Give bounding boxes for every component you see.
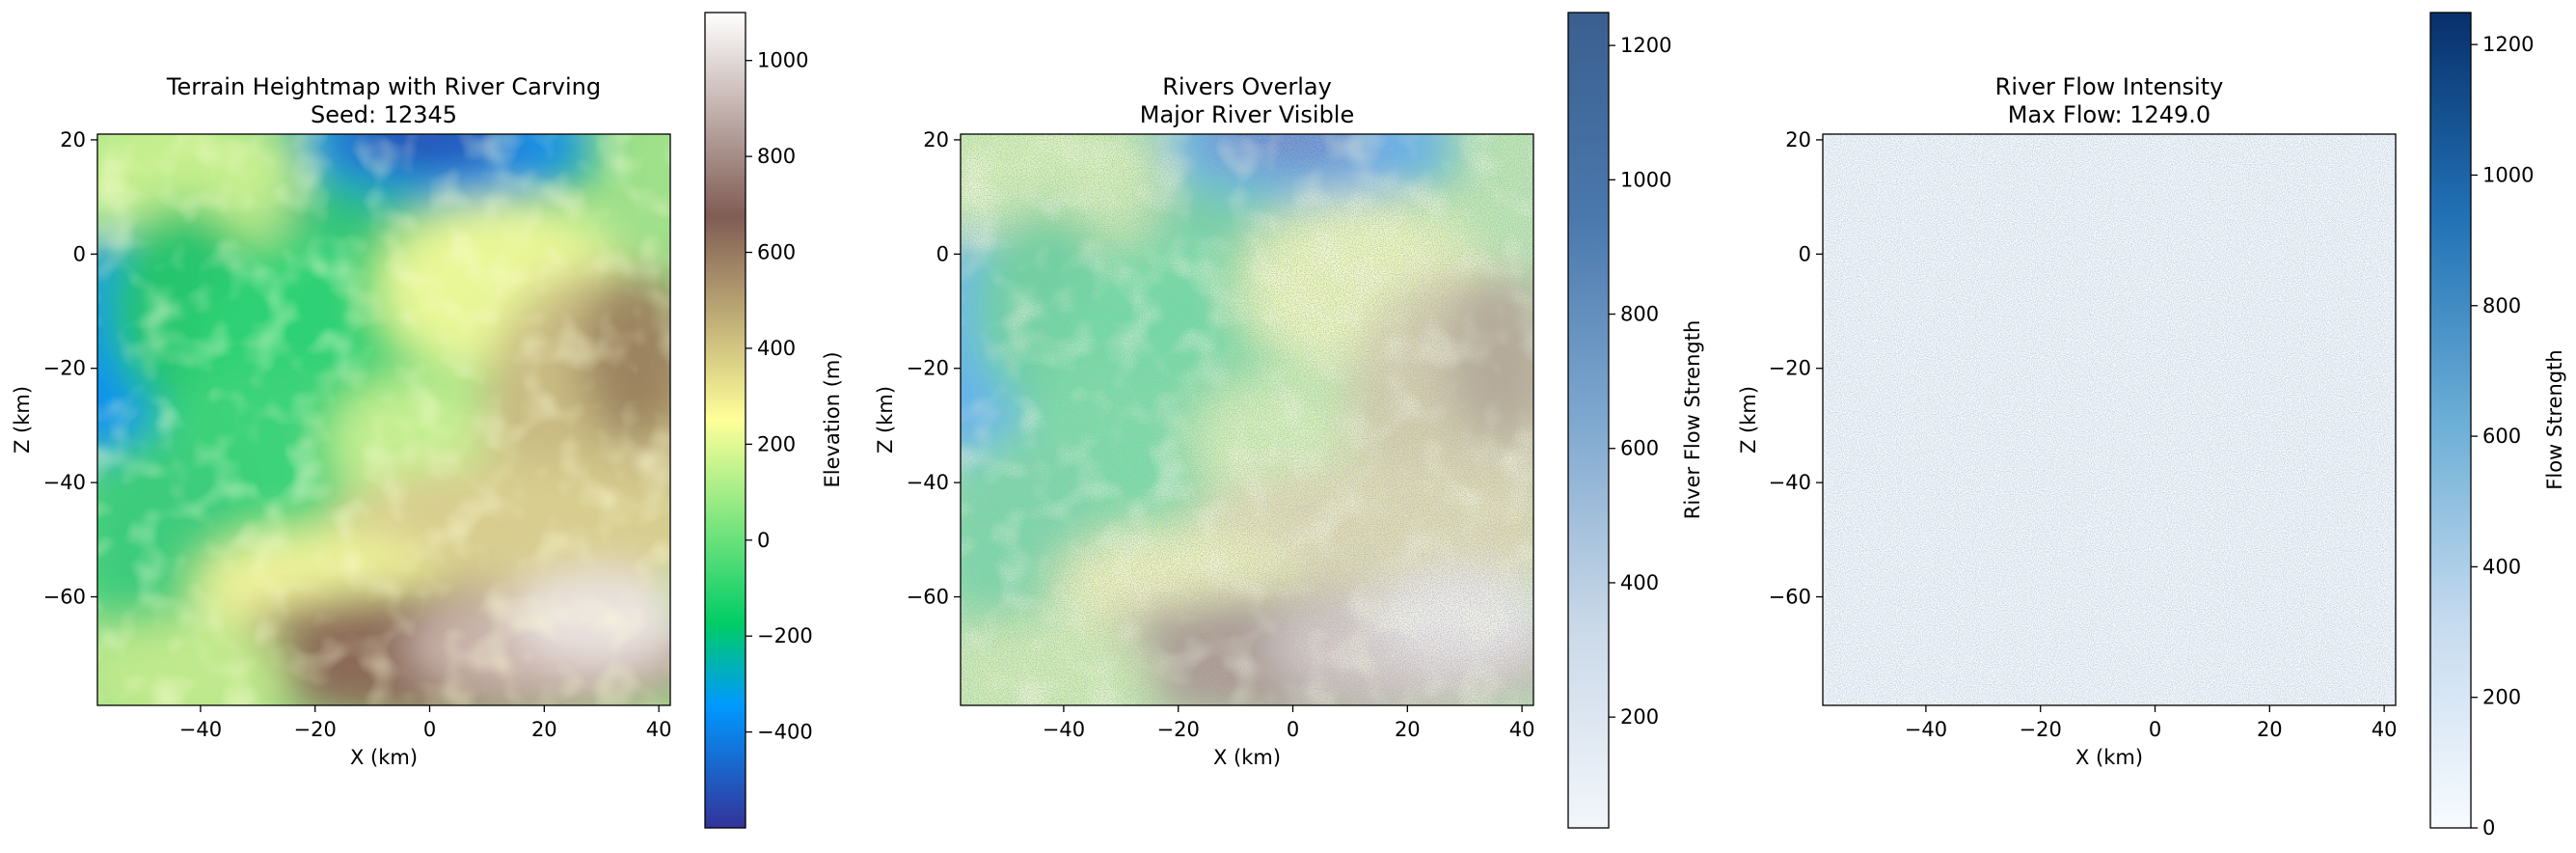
colorbar-tick-label: 1200 <box>2482 33 2534 56</box>
x-tick-label: −40 <box>1905 718 1947 741</box>
colorbar-tick-label: 0 <box>2482 816 2495 839</box>
heatmap-image <box>54 67 715 732</box>
y-axis: 20 0 −20 −40 −60 <box>1769 128 1823 609</box>
heatmap-image <box>961 134 1533 705</box>
x-tick-label: −40 <box>179 718 222 741</box>
colorbar-ticks: 1200 1000 800 600 400 200 <box>1609 34 1671 729</box>
colorbar-tick-label: 400 <box>1620 571 1659 594</box>
colorbar-frame <box>704 12 746 829</box>
x-tick-label: 40 <box>646 718 672 741</box>
chart-subtitle: Major River Visible <box>1140 101 1354 128</box>
colorbar-tick-label: 400 <box>2482 555 2521 578</box>
plot-frame <box>960 133 1534 706</box>
chart-subtitle: Seed: 12345 <box>311 101 457 128</box>
plot-frame <box>1822 133 2397 706</box>
y-tick-label: −40 <box>907 471 949 494</box>
chart-title: Terrain Heightmap with River Carving <box>166 73 601 100</box>
panel-river-flow-intensity: River Flow Intensity Max Flow: 1249.0 −4… <box>1737 12 2566 839</box>
colorbar-tick-label: 1200 <box>1620 34 1671 57</box>
x-axis-label: X (km) <box>1213 746 1281 769</box>
colorbar-label: Flow Strength <box>2543 349 2566 489</box>
colorbar-frame <box>2429 12 2472 829</box>
x-axis-label: X (km) <box>2075 746 2143 769</box>
y-axis: 20 0 −20 −40 −60 <box>43 128 97 609</box>
colorbar-ticks: 1000 800 600 400 200 0 −200 −400 <box>746 49 813 744</box>
y-tick-label: −40 <box>43 471 86 494</box>
chart-subtitle: Max Flow: 1249.0 <box>2008 101 2210 128</box>
y-tick-label: 20 <box>923 128 949 151</box>
x-tick-label: −20 <box>1157 718 1200 741</box>
x-tick-label: −20 <box>2020 718 2062 741</box>
colorbar-tick-label: −200 <box>757 624 813 647</box>
x-tick-label: 0 <box>2149 718 2161 741</box>
y-tick-label: 0 <box>936 242 949 265</box>
x-tick-label: 20 <box>1395 718 1421 741</box>
x-axis-label: X (km) <box>350 746 418 769</box>
colorbar-tick-label: 800 <box>757 145 796 168</box>
colorbar-tick-label: 600 <box>757 241 796 264</box>
colorbar-frame <box>1567 12 1610 829</box>
colorbar-tick-label: 600 <box>1620 437 1659 460</box>
y-axis-label: Z (km) <box>874 386 897 454</box>
chart-title: Rivers Overlay <box>1162 73 1332 100</box>
colorbar-tick-label: 200 <box>1620 705 1659 729</box>
colorbar-tick-label: −400 <box>757 721 813 744</box>
plot-frame <box>96 133 671 706</box>
colorbar <box>705 13 746 828</box>
x-tick-label: 20 <box>531 718 557 741</box>
x-axis: −40 −20 0 20 40 <box>179 705 672 741</box>
colorbar-tick-label: 200 <box>2482 686 2521 709</box>
y-tick-label: 20 <box>60 128 86 151</box>
x-tick-label: 40 <box>2372 718 2398 741</box>
colorbar <box>2430 13 2471 828</box>
colorbar <box>1568 13 1609 828</box>
x-tick-label: −40 <box>1043 718 1085 741</box>
panel-rivers-overlay: Rivers Overlay Major River Visible −40 −2… <box>874 12 1704 829</box>
colorbar-tick-label: 1000 <box>2482 163 2534 186</box>
x-axis: −40 −20 0 20 40 <box>1043 705 1535 741</box>
x-tick-label: 20 <box>2257 718 2283 741</box>
colorbar-ticks: 1200 1000 800 600 400 200 0 <box>2471 33 2534 839</box>
colorbar-tick-label: 200 <box>757 432 796 455</box>
chart-title: River Flow Intensity <box>1995 73 2224 100</box>
y-tick-label: −60 <box>1769 586 1811 609</box>
x-tick-label: 40 <box>1509 718 1535 741</box>
x-axis: −40 −20 0 20 40 <box>1905 705 2398 741</box>
y-axis: 20 0 −20 −40 −60 <box>907 128 961 609</box>
colorbar-tick-label: 800 <box>2482 294 2521 317</box>
panel-terrain-heightmap: Terrain Heightmap with River Carving See… <box>11 12 844 829</box>
colorbar-tick-label: 800 <box>1620 303 1659 326</box>
river-overlay <box>961 134 1533 705</box>
colorbar-tick-label: 1000 <box>757 49 808 72</box>
y-tick-label: −60 <box>43 586 86 609</box>
colorbar-tick-label: 600 <box>2482 425 2521 448</box>
y-tick-label: −20 <box>907 357 949 380</box>
x-tick-label: 0 <box>1287 718 1299 741</box>
colorbar-label: Elevation (m) <box>821 351 844 487</box>
colorbar-tick-label: 1000 <box>1620 168 1671 191</box>
y-tick-label: 20 <box>1785 128 1811 151</box>
x-tick-label: 0 <box>423 718 436 741</box>
y-tick-label: −20 <box>43 357 86 380</box>
y-tick-label: −20 <box>1769 357 1811 380</box>
y-axis-label: Z (km) <box>1737 386 1760 454</box>
heatmap-image <box>1823 134 2396 705</box>
y-tick-label: 0 <box>1799 242 1811 265</box>
y-axis-label: Z (km) <box>11 386 34 454</box>
y-tick-label: −60 <box>907 586 949 609</box>
colorbar-tick-label: 400 <box>757 337 796 360</box>
colorbar-label: River Flow Strength <box>1681 320 1704 520</box>
y-tick-label: 0 <box>73 242 86 265</box>
colorbar-tick-label: 0 <box>757 529 770 552</box>
x-tick-label: −20 <box>294 718 337 741</box>
y-tick-label: −40 <box>1769 471 1811 494</box>
